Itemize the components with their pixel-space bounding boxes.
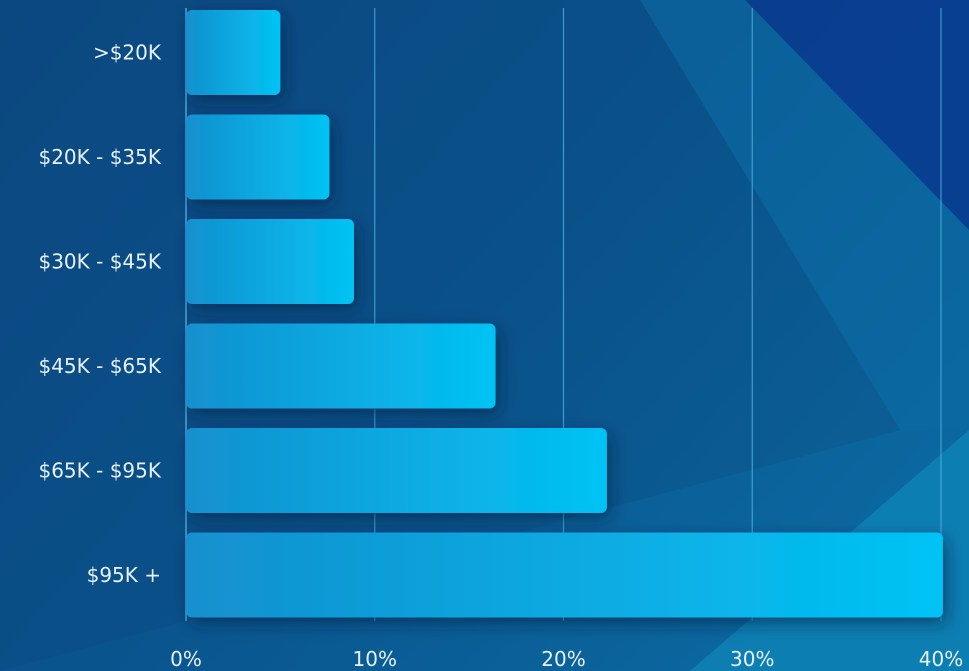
x-tick-label: 30% xyxy=(730,647,774,671)
bar xyxy=(186,428,607,513)
bar xyxy=(186,114,330,200)
x-tick-label: 40% xyxy=(919,647,963,671)
x-axis-tick-labels: 0% 10% 20% 30% 40% xyxy=(170,647,963,671)
category-label: $20K - $35K xyxy=(38,145,161,169)
category-label: $95K + xyxy=(87,563,161,587)
category-labels: >$20K $20K - $35K $30K - $45K $45K - $65K $6… xyxy=(38,41,161,588)
grid-lines xyxy=(185,8,942,621)
bar xyxy=(186,323,496,409)
x-tick-label: 20% xyxy=(541,647,585,671)
category-label: >$20K xyxy=(93,41,162,65)
category-label: $65K - $95K xyxy=(38,459,161,483)
x-tick-label: 0% xyxy=(170,647,202,671)
bars xyxy=(186,10,943,618)
background-shape-teal xyxy=(640,0,969,430)
bar xyxy=(186,532,943,618)
bar xyxy=(186,10,281,95)
category-label: $45K - $65K xyxy=(38,354,161,378)
bar xyxy=(186,219,354,304)
x-tick-label: 10% xyxy=(353,647,397,671)
category-label: $30K - $45K xyxy=(38,250,161,274)
